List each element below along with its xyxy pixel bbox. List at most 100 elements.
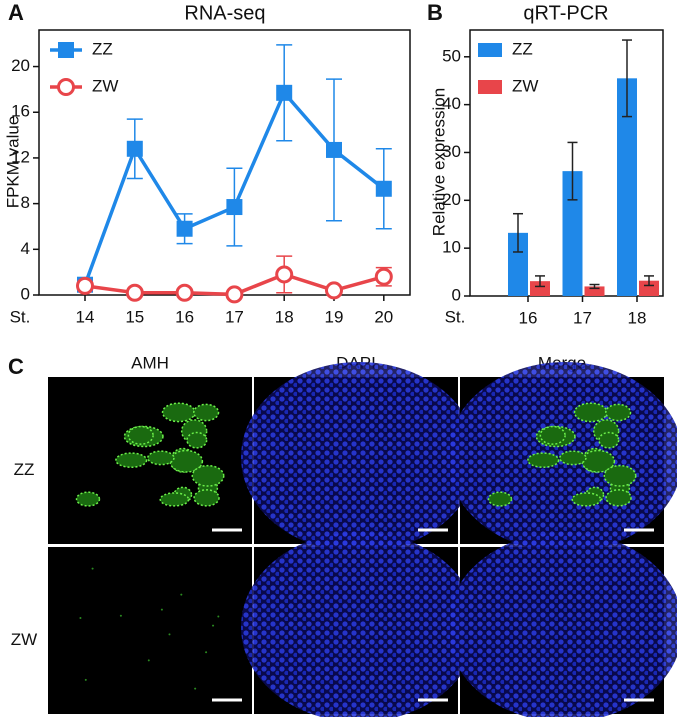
amh-signal [115, 452, 148, 469]
marker [57, 78, 75, 96]
x-tick-label: 17 [225, 307, 244, 326]
amh-speck [84, 678, 87, 681]
amh-speck [147, 659, 150, 662]
amh-signal [573, 402, 608, 423]
y-tick-label: 40 [442, 94, 461, 113]
amh-signal [603, 464, 637, 487]
amh-signal [605, 489, 632, 507]
marker [326, 141, 342, 158]
legend-label: ZZ [92, 39, 113, 58]
y-tick-label: 8 [21, 193, 30, 212]
legend-swatch [478, 80, 502, 94]
x-tick-label: 20 [374, 307, 393, 326]
amh-signal [487, 491, 513, 507]
panel-label: C [8, 354, 24, 379]
row-label: ZW [11, 630, 37, 649]
amh-signal [605, 403, 632, 422]
y-tick-label: 12 [11, 147, 30, 166]
panel-label: B [427, 0, 443, 25]
amh-signal [598, 431, 620, 449]
chart-title: RNA-seq [184, 2, 265, 24]
amh-speck [180, 593, 183, 596]
x-tick-label: 18 [275, 307, 294, 326]
amh-signal [193, 489, 220, 507]
y-tick-label: 16 [11, 102, 30, 121]
y-tick-label: 4 [21, 239, 30, 258]
marker [375, 180, 392, 197]
amh-speck [79, 617, 82, 620]
y-tick-label: 0 [21, 284, 30, 303]
marker [325, 281, 343, 300]
x-tick-label: 16 [519, 308, 538, 327]
micrograph [447, 532, 677, 717]
legend-label: ZW [92, 76, 118, 95]
marker [374, 267, 393, 286]
y-tick-label: 0 [452, 285, 461, 304]
amh-signal [193, 403, 220, 422]
bar [530, 281, 550, 296]
amh-signal [186, 431, 208, 449]
x-tick-label: 16 [175, 307, 194, 326]
amh-signal [539, 425, 566, 445]
x-tick-label: 15 [125, 307, 144, 326]
marker [175, 283, 194, 302]
marker [58, 42, 74, 58]
x-axis-label: St. [445, 307, 466, 326]
amh-speck [119, 614, 122, 617]
bar [617, 78, 637, 296]
y-tick-label: 30 [442, 142, 461, 161]
x-tick-label: 17 [573, 308, 592, 327]
tissue [447, 532, 677, 717]
x-tick-label: 14 [76, 307, 95, 326]
tissue [241, 532, 477, 717]
amh-speck [168, 633, 171, 636]
amh-signal [527, 452, 560, 469]
amh-signal [161, 402, 196, 423]
tissue [241, 362, 477, 552]
micrograph [241, 532, 477, 717]
bar [508, 232, 528, 296]
amh-speck [217, 615, 220, 618]
bar [562, 171, 583, 296]
y-tick-label: 20 [442, 190, 461, 209]
amh-speck [212, 624, 215, 627]
x-tick-label: 19 [325, 307, 344, 326]
micrograph [447, 362, 677, 552]
amh-speck [160, 608, 163, 611]
amh-speck [205, 651, 208, 654]
bar [639, 280, 659, 296]
marker [176, 220, 193, 237]
amh-signal [159, 492, 190, 507]
legend-label: ZZ [512, 39, 533, 58]
amh-speck [194, 687, 197, 690]
amh-signal [127, 425, 154, 445]
amh-signal [571, 492, 602, 507]
amh-signal [147, 450, 175, 466]
x-axis-label: St. [10, 307, 31, 326]
y-tick-label: 50 [442, 46, 461, 65]
column-label: AMH [131, 353, 169, 372]
y-tick-label: 20 [11, 56, 30, 75]
y-tick-label: 10 [442, 238, 461, 257]
micrograph [48, 547, 252, 714]
marker [276, 84, 293, 101]
marker [226, 199, 243, 216]
legend-label: ZW [512, 76, 538, 95]
amh-signal [559, 450, 587, 466]
marker [225, 285, 244, 304]
panel-label: A [8, 0, 24, 25]
x-tick-label: 18 [628, 308, 647, 327]
y-axis-label: FPKM value [3, 116, 22, 209]
amh-signal [191, 464, 225, 487]
amh-signal [169, 449, 204, 473]
y-axis-label: Relative expression [429, 88, 448, 236]
marker [76, 276, 94, 295]
row-label: ZZ [14, 460, 35, 479]
image-background [48, 547, 252, 714]
micrograph [241, 362, 477, 552]
micrograph [48, 377, 252, 544]
marker [275, 265, 294, 284]
legend-swatch [478, 43, 502, 57]
bar [584, 286, 605, 296]
